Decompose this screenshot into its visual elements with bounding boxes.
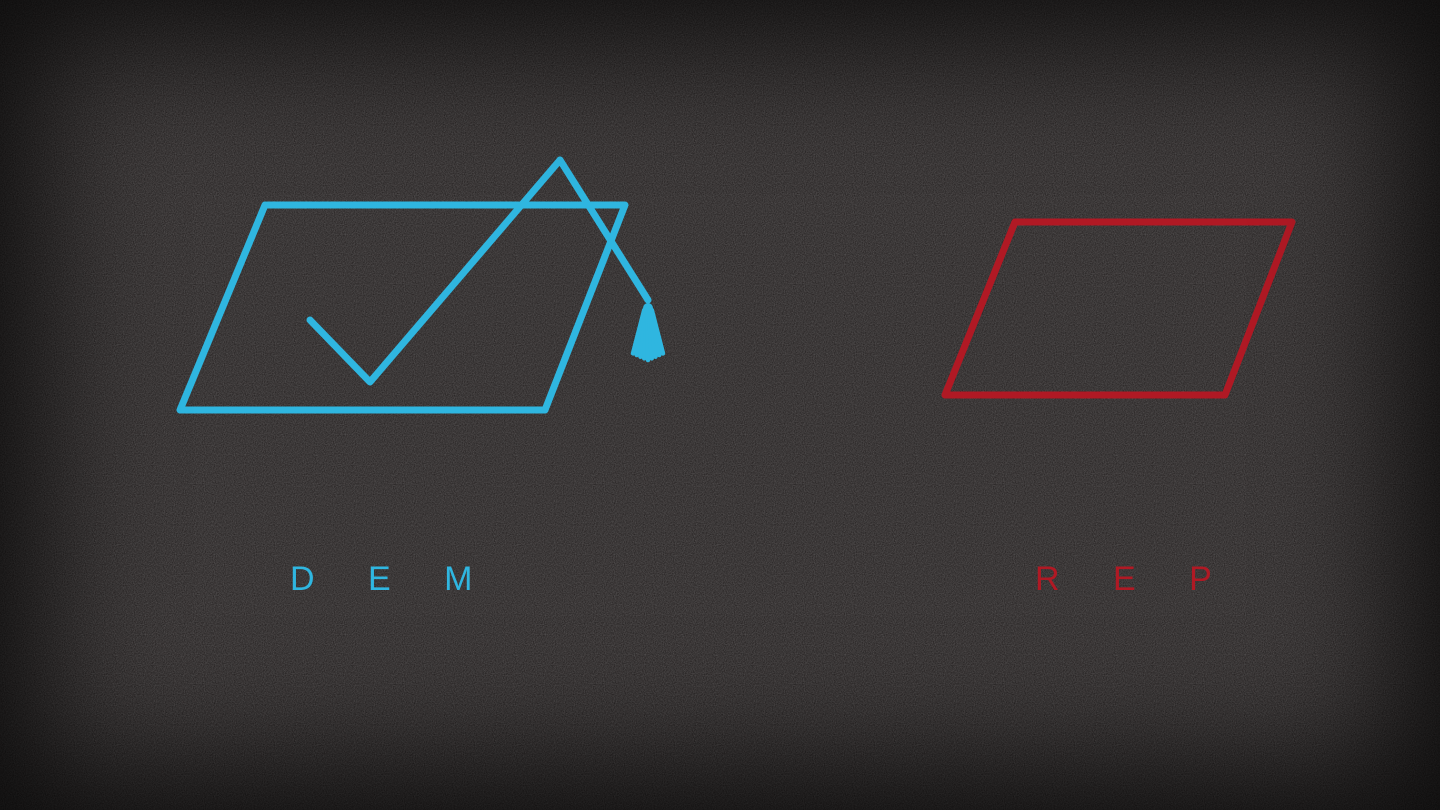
rep-label: R E P <box>1035 560 1234 599</box>
dem-label: D E M <box>290 560 494 599</box>
illustration-canvas: D E M R E P <box>0 0 1440 810</box>
rep-parallelogram-icon <box>0 0 1440 810</box>
